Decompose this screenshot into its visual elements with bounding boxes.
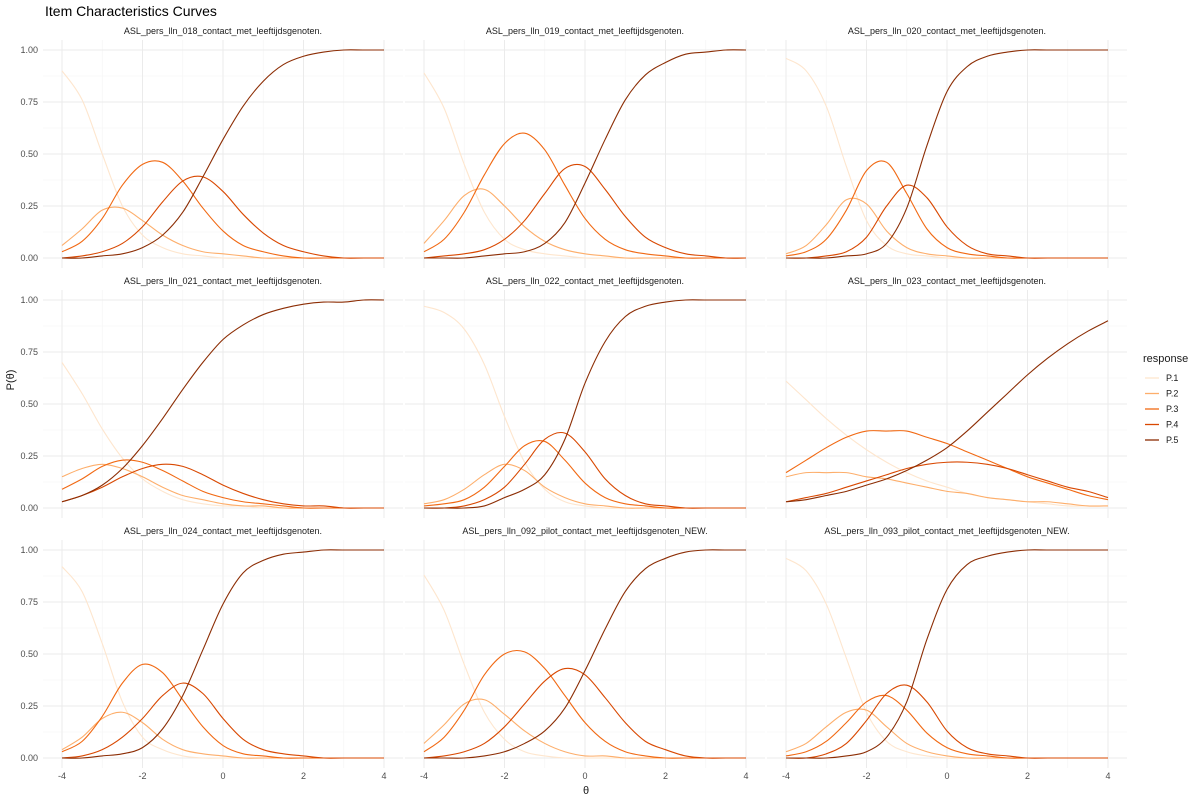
y-tick-label: 0.50: [20, 399, 38, 409]
facet-strip-label: ASL_pers_lln_093_pilot_contact_met_leeft…: [824, 526, 1069, 536]
series-line-p2: [785, 471, 1109, 507]
facet-strip-label: ASL_pers_lln_020_contact_met_leeftijdsge…: [848, 26, 1046, 36]
x-tick-label: -2: [862, 771, 870, 781]
y-tick-label: 0.25: [20, 701, 38, 711]
facet-strip-label: ASL_pers_lln_021_contact_met_leeftijdsge…: [124, 276, 322, 286]
series-line-p4: [785, 461, 1109, 503]
facet-panel: ASL_pers_lln_020_contact_met_leeftijdsge…: [767, 26, 1127, 268]
series-line-p5: [423, 549, 746, 759]
x-tick-label: 4: [381, 771, 386, 781]
facet-strip-label: ASL_pers_lln_019_contact_met_leeftijdsge…: [486, 26, 684, 36]
series-line-p4: [423, 667, 746, 759]
x-tick-label: 4: [1105, 771, 1110, 781]
series-line-p4: [61, 175, 384, 259]
facet-panel: ASL_pers_lln_022_contact_met_leeftijdsge…: [405, 276, 765, 518]
facet-strip-label: ASL_pers_lln_023_contact_met_leeftijdsge…: [848, 276, 1046, 286]
x-tick-label: -4: [58, 771, 66, 781]
x-tick-label: 2: [663, 771, 668, 781]
series-line-p5: [785, 49, 1108, 259]
y-tick-label: 1.00: [20, 45, 38, 55]
series-line-p3: [423, 132, 746, 259]
legend-entry: P.1: [1145, 373, 1178, 383]
series-line-p5: [785, 320, 1109, 503]
facet-strip-label: ASL_pers_lln_092_pilot_contact_met_leeft…: [462, 526, 707, 536]
legend-entry: P.5: [1145, 435, 1178, 445]
x-tick-label: -2: [500, 771, 508, 781]
facet-strip-label: ASL_pers_lln_024_contact_met_leeftijdsge…: [124, 526, 322, 536]
legend-entry: P.4: [1145, 420, 1178, 430]
x-tick-label: 0: [944, 771, 949, 781]
legend-label: P.5: [1166, 435, 1178, 445]
series-line-p5: [424, 299, 746, 509]
legend-entry: P.2: [1145, 389, 1178, 399]
x-tick-label: 2: [301, 771, 306, 781]
legend-label: P.1: [1166, 373, 1178, 383]
legend-label: P.2: [1166, 389, 1178, 399]
series-line-p4: [785, 684, 1108, 759]
facet-panel: ASL_pers_lln_092_pilot_contact_met_leeft…: [405, 526, 765, 781]
series-line-p4: [61, 463, 384, 509]
y-tick-label: 0.00: [20, 503, 38, 513]
y-tick-label: 0.50: [20, 649, 38, 659]
y-tick-label: 0.25: [20, 451, 38, 461]
x-tick-label: -2: [138, 771, 146, 781]
legend-label: P.4: [1166, 420, 1178, 430]
x-tick-label: -4: [420, 771, 428, 781]
series-line-p3: [785, 430, 1109, 501]
y-tick-label: 1.00: [20, 545, 38, 555]
y-tick-label: 1.00: [20, 295, 38, 305]
x-axis-title: θ: [583, 785, 589, 797]
series-line-p4: [423, 163, 747, 259]
series-line-p4: [785, 184, 1108, 259]
facet-panel: ASL_pers_lln_021_contact_met_leeftijdsge…: [20, 276, 403, 518]
series-line-p3: [423, 649, 746, 759]
x-tick-label: -4: [782, 771, 790, 781]
y-tick-label: 0.00: [20, 253, 38, 263]
y-tick-label: 0.75: [20, 597, 38, 607]
y-tick-label: 0.75: [20, 97, 38, 107]
facet-panel: ASL_pers_lln_023_contact_met_leeftijdsge…: [767, 276, 1127, 518]
series-line-p5: [61, 549, 384, 759]
series-line-p3: [61, 459, 384, 509]
series-line-p5: [423, 49, 747, 259]
series-line-p1: [785, 380, 1108, 507]
x-tick-label: 4: [743, 771, 748, 781]
facet-panel: ASL_pers_lln_019_contact_met_leeftijdsge…: [405, 26, 765, 268]
legend-entry: P.3: [1145, 404, 1178, 414]
series-line-p4: [423, 431, 746, 509]
facet-panel: ASL_pers_lln_024_contact_met_leeftijdsge…: [20, 526, 403, 781]
legend-title: response: [1143, 353, 1188, 365]
series-line-p3: [61, 160, 384, 259]
chart-title: Item Characteristics Curves: [45, 3, 217, 19]
series-line-p5: [61, 49, 384, 259]
y-tick-label: 0.50: [20, 149, 38, 159]
y-axis-title: P(θ): [5, 370, 17, 391]
axes-layer: θ P(θ): [5, 370, 589, 797]
facet-panel: ASL_pers_lln_018_contact_met_leeftijdsge…: [20, 26, 403, 268]
facet-strip-label: ASL_pers_lln_022_contact_met_leeftijdsge…: [486, 276, 684, 286]
series-line-p4: [61, 682, 384, 759]
x-tick-label: 0: [220, 771, 225, 781]
facet-panel: ASL_pers_lln_093_pilot_contact_met_leeft…: [767, 526, 1127, 781]
x-tick-label: 2: [1025, 771, 1030, 781]
y-tick-label: 0.75: [20, 347, 38, 357]
series-line-p5: [785, 549, 1108, 759]
y-tick-label: 0.25: [20, 201, 38, 211]
panels-layer: ASL_pers_lln_018_contact_met_leeftijdsge…: [20, 26, 1127, 781]
y-tick-label: 0.00: [20, 753, 38, 763]
series-line-p5: [61, 299, 385, 503]
x-tick-label: 0: [582, 771, 587, 781]
legend-label: P.3: [1166, 404, 1178, 414]
facet-strip-label: ASL_pers_lln_018_contact_met_leeftijdsge…: [124, 26, 322, 36]
legend: response P.1 P.2 P.3 P.4 P.5: [1143, 353, 1188, 445]
